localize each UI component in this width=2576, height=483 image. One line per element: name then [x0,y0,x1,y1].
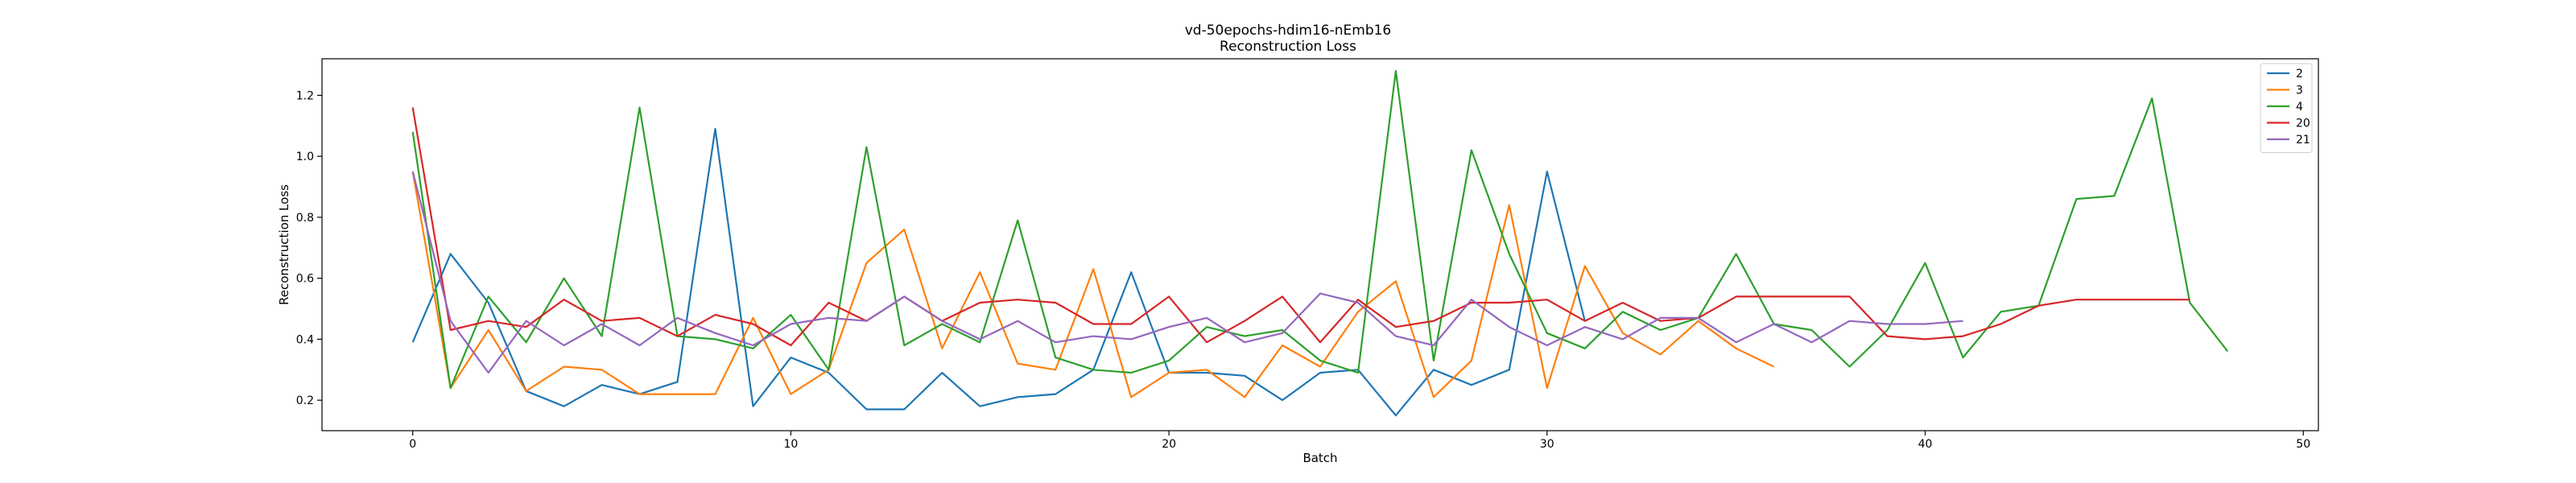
y-tick-label: 0.6 [296,273,314,286]
x-tick-label: 50 [2296,438,2310,451]
series-line-20 [411,107,2190,347]
y-tick-label: 1.2 [296,89,314,102]
x-tick-label: 20 [1162,438,1176,451]
series-line-2 [411,128,1586,417]
x-axis-label: Batch [1302,451,1337,465]
x-axis: 0 10 20 30 40 50 [409,431,2310,451]
y-axis: 0.2 0.4 0.6 0.8 1.0 1.2 [296,89,322,407]
chart-title: vd-50epochs-hdim16-nEmb16 [1185,23,1392,39]
plot-area-frame [321,58,2319,431]
legend-box [2260,63,2313,153]
legend-label: 4 [2296,101,2303,114]
y-axis-label: Reconstruction Loss [277,184,291,305]
y-tick-label: 0.4 [296,333,314,346]
series-line-3 [411,171,1775,398]
plot-series-group [411,69,2229,417]
series-line-21 [411,171,1963,374]
legend-label: 3 [2296,85,2303,97]
legend: 2 3 4 20 21 [2260,63,2313,153]
x-tick-label: 10 [784,438,799,451]
series-line-4 [411,69,2229,390]
y-tick-label: 0.8 [296,212,314,225]
x-tick-label: 0 [409,438,416,451]
x-tick-label: 40 [1918,438,1933,451]
y-tick-label: 0.2 [296,394,314,407]
chart-subtitle: Reconstruction Loss [1220,39,1356,55]
legend-label: 20 [2296,118,2310,130]
legend-label: 2 [2296,68,2303,80]
y-tick-label: 1.0 [296,151,314,163]
x-tick-label: 30 [1540,438,1554,451]
legend-label: 21 [2296,134,2310,147]
